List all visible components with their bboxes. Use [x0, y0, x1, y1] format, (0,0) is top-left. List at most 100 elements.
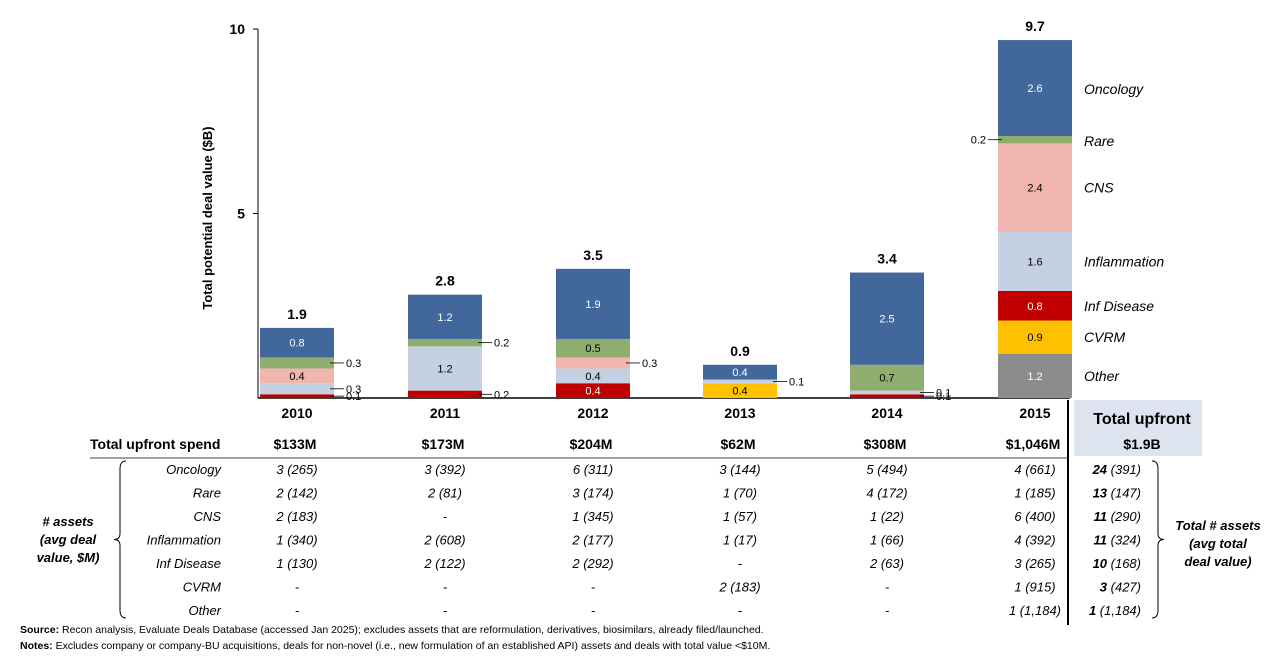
- total-asset-count: 11: [1094, 509, 1108, 524]
- bar-segment-inflammation: [703, 379, 777, 384]
- bar-total-label: 0.9: [730, 343, 750, 359]
- upfront-value: $173M: [422, 436, 465, 452]
- bar-segment-oncology: [408, 294, 482, 339]
- total-asset-count: 10: [1093, 556, 1108, 571]
- asset-cell: 5 (494): [866, 462, 907, 477]
- bar-total-label: 2.8: [435, 273, 455, 289]
- total-upfront-value: $1.9B: [1123, 436, 1160, 452]
- bar-segment-inflammation: [998, 231, 1072, 291]
- data-label: 0.7: [879, 373, 894, 385]
- asset-cell: 4 (661): [1014, 462, 1055, 477]
- asset-cell: 2 (292): [571, 556, 613, 571]
- asset-cell: 2 (177): [571, 533, 613, 548]
- legend-oncology: Oncology: [1084, 81, 1144, 97]
- data-label: 1.6: [1027, 256, 1042, 268]
- data-label: 1.2: [437, 363, 452, 375]
- asset-cell: 1 (915): [1014, 580, 1055, 595]
- asset-row-label: Inflammation: [147, 533, 221, 548]
- asset-row-label: Other: [188, 603, 221, 618]
- bar-total-label: 1.9: [287, 306, 307, 322]
- data-label: 0.4: [289, 371, 304, 383]
- asset-cell: 6 (400): [1014, 509, 1055, 524]
- footer: Source: Recon analysis, Evaluate Deals D…: [20, 624, 770, 652]
- source-label: Source:: [20, 624, 59, 636]
- notes-label: Notes:: [20, 640, 53, 652]
- left-brace: [113, 460, 127, 619]
- asset-cell: 4 (392): [1014, 533, 1055, 548]
- asset-cell: 3 (392): [424, 462, 465, 477]
- x-tick-label: 2014: [871, 405, 902, 421]
- total-assets-side-label: Total # assets: [1175, 518, 1261, 533]
- bar-segment-inflammation: [556, 368, 630, 384]
- total-asset-cell: 24 (391): [1092, 462, 1141, 477]
- asset-cell: 4 (172): [866, 486, 907, 501]
- bar-segment-inflammation: [850, 390, 924, 395]
- asset-row-label: CVRM: [183, 580, 221, 595]
- asset-cell: 1 (1,184): [1009, 603, 1061, 618]
- x-tick-label: 2011: [430, 405, 461, 421]
- data-label: 0.2: [494, 389, 509, 401]
- legend-cns: CNS: [1084, 180, 1114, 196]
- bar-total-label: 3.5: [583, 247, 603, 263]
- total-asset-count: 24: [1092, 462, 1108, 477]
- bar-segment-inf-disease: [408, 390, 482, 398]
- total-asset-cell: 11 (324): [1094, 533, 1141, 548]
- upfront-value: $133M: [274, 436, 317, 452]
- data-label: 0.5: [585, 343, 600, 355]
- asset-row-label: CNS: [194, 509, 222, 524]
- asset-cell: -: [885, 580, 890, 595]
- bar-segment-inf-disease: [260, 394, 334, 398]
- asset-cell: 3 (265): [1014, 556, 1055, 571]
- total-asset-cell: 13 (147): [1093, 486, 1141, 501]
- asset-row-label: Oncology: [166, 462, 222, 477]
- upfront-value: $308M: [864, 436, 907, 452]
- bar-segment-cns: [556, 357, 630, 369]
- bar-segment-inf-disease: [556, 383, 630, 398]
- bar-total-label: 9.7: [1025, 18, 1045, 34]
- asset-cell: 2 (183): [718, 580, 760, 595]
- total-upfront-box: [1074, 400, 1202, 456]
- assets-side-label: (avg deal: [40, 532, 97, 547]
- data-label: 0.3: [642, 358, 657, 370]
- asset-cell: -: [443, 509, 448, 524]
- legend-cvrm: CVRM: [1084, 329, 1126, 345]
- bar-segment-rare: [408, 338, 482, 347]
- bar-segment-other: [998, 353, 1072, 398]
- asset-cell: 1 (345): [572, 509, 613, 524]
- total-asset-value: (1,184): [1096, 603, 1141, 618]
- asset-cell: 2 (122): [423, 556, 465, 571]
- asset-cell: 2 (81): [427, 486, 462, 501]
- asset-cell: 1 (22): [870, 509, 904, 524]
- total-asset-cell: 11 (290): [1094, 509, 1141, 524]
- total-asset-count: 1: [1089, 603, 1096, 618]
- total-asset-value: (427): [1107, 580, 1141, 595]
- x-tick-label: 2012: [577, 405, 608, 421]
- bar-segment-rare: [556, 338, 630, 358]
- asset-cell: -: [738, 603, 743, 618]
- data-label: 0.4: [732, 386, 747, 398]
- data-label: 0.3: [346, 384, 361, 396]
- y-axis-title: Total potential deal value ($B): [200, 126, 215, 309]
- bar-segment-rare: [260, 357, 334, 369]
- source-note: Source: Recon analysis, Evaluate Deals D…: [20, 624, 764, 636]
- total-asset-value: (324): [1107, 533, 1141, 548]
- deal-table: Total upfront $1.9B Total upfront spend $13…: [37, 400, 1261, 625]
- bar-segment-cns: [260, 368, 334, 384]
- data-label: 0.4: [585, 371, 600, 383]
- data-label: 2.6: [1027, 83, 1042, 95]
- bar-segment-cns: [998, 143, 1072, 232]
- data-label: 0.2: [971, 135, 986, 147]
- upfront-row-label: Total upfront spend: [90, 436, 220, 452]
- y-tick-label: 5: [237, 206, 245, 222]
- y-tick-label: 10: [229, 21, 245, 37]
- x-tick-label: 2010: [281, 405, 312, 421]
- bar-segment-oncology: [260, 327, 334, 358]
- data-label: 1.2: [1027, 371, 1042, 383]
- asset-cell: -: [591, 603, 596, 618]
- asset-cell: -: [443, 603, 448, 618]
- legend-other: Other: [1084, 368, 1120, 384]
- total-assets-side-label: (avg total: [1189, 536, 1247, 551]
- asset-cell: 1 (66): [870, 533, 904, 548]
- bar-segment-oncology: [703, 364, 777, 380]
